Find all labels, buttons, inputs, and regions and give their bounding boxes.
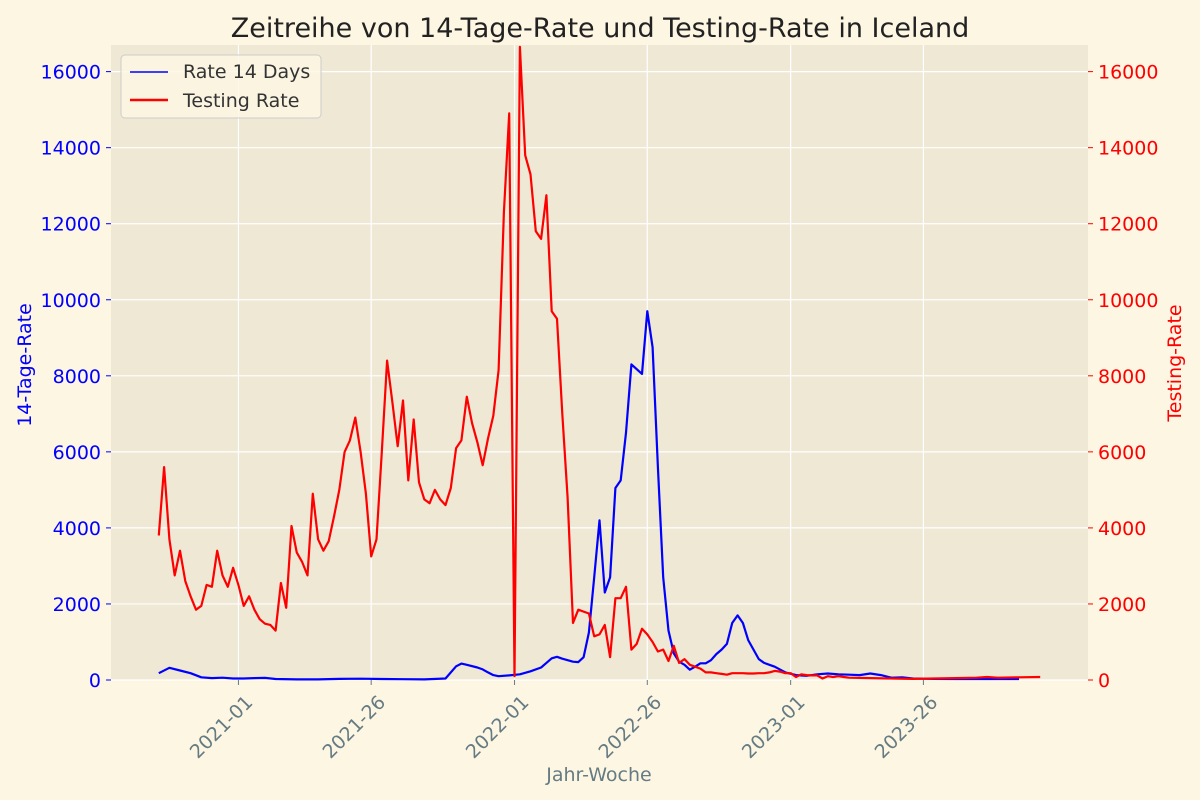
left-tick-label-3: 6000 — [53, 442, 101, 464]
chart-title: Zeitreihe von 14-Tage-Rate und Testing-R… — [231, 13, 970, 44]
right-tick-label-6: 12000 — [1098, 214, 1158, 236]
left-tick-label-2: 4000 — [53, 518, 101, 540]
grid — [111, 45, 1088, 681]
left-tick-label-7: 14000 — [41, 138, 101, 160]
right-tick-label-8: 16000 — [1098, 62, 1158, 84]
right-axis: 0 2000 4000 6000 8000 10000 12000 14000 16000 — [1088, 62, 1158, 692]
left-tick-label-0: 0 — [89, 670, 101, 692]
right-tick-label-2: 4000 — [1098, 518, 1146, 540]
x-axis-label: Jahr-Woche — [545, 764, 651, 786]
legend-box — [120, 54, 322, 119]
legend-label-rate-14-days: Rate 14 Days — [183, 61, 310, 83]
legend: Rate 14 Days Testing Rate — [120, 54, 322, 119]
left-tick-label-4: 8000 — [53, 366, 101, 388]
series-line-testing-rate — [157, 45, 1041, 680]
left-tick-label-5: 10000 — [41, 290, 101, 312]
plot-area — [111, 45, 1088, 680]
left-tick-label-6: 12000 — [41, 214, 101, 236]
right-tick-label-3: 6000 — [1098, 442, 1146, 464]
series-layer — [157, 45, 1041, 681]
left-tick-label-1: 2000 — [53, 594, 101, 616]
right-tick-label-4: 8000 — [1098, 366, 1146, 388]
right-tick-label-5: 10000 — [1098, 290, 1158, 312]
left-axis: 0 2000 4000 6000 8000 10000 12000 14000 16000 — [41, 62, 111, 692]
right-tick-label-7: 14000 — [1098, 138, 1158, 160]
legend-label-testing-rate: Testing Rate — [182, 90, 299, 112]
left-axis-label: 14-Tage-Rate — [14, 303, 36, 427]
left-tick-label-8: 16000 — [41, 62, 101, 84]
right-tick-label-0: 0 — [1098, 670, 1110, 692]
right-tick-label-1: 2000 — [1098, 594, 1146, 616]
right-axis-label: Testing-Rate — [1164, 304, 1186, 422]
